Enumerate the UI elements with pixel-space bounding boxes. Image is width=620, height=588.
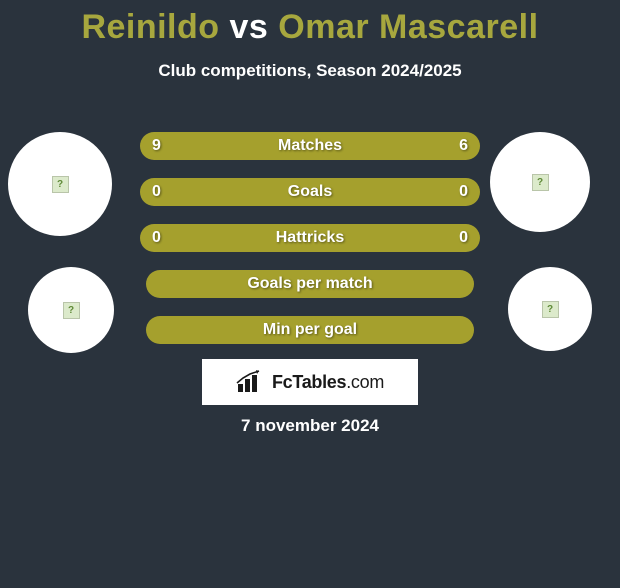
brand-domain: .com xyxy=(346,372,384,392)
stats-bars: Matches 9 6 Goals 0 0 Hattricks 0 0 Goals per mat… xyxy=(140,132,480,362)
player2-photo-top xyxy=(490,132,590,232)
bar-label: Goals xyxy=(288,183,332,201)
brand-text: FcTables.com xyxy=(272,372,384,393)
brand-name: FcTables xyxy=(272,372,346,392)
bar-left-value: 0 xyxy=(152,183,161,201)
stat-bar-min-per-goal: Min per goal xyxy=(146,316,474,344)
player1-photo-top xyxy=(8,132,112,236)
vs-separator: vs xyxy=(230,8,269,46)
bar-label: Hattricks xyxy=(276,229,344,247)
player2-name: Omar Mascarell xyxy=(278,8,538,46)
player1-club-logo xyxy=(28,267,114,353)
bar-right-value: 6 xyxy=(459,137,468,155)
missing-image-icon xyxy=(52,176,69,193)
bar-left-fill xyxy=(140,178,310,206)
player2-club-logo xyxy=(508,267,592,351)
bar-label: Matches xyxy=(278,137,342,155)
stat-bar-matches: Matches 9 6 xyxy=(140,132,480,160)
bar-chart-icon xyxy=(236,370,266,394)
stat-bar-hattricks: Hattricks 0 0 xyxy=(140,224,480,252)
bar-left-value: 0 xyxy=(152,229,161,247)
subtitle: Club competitions, Season 2024/2025 xyxy=(0,61,620,81)
snapshot-date: 7 november 2024 xyxy=(0,416,620,436)
player1-name: Reinildo xyxy=(81,8,219,46)
missing-image-icon xyxy=(542,301,559,318)
bar-left-value: 9 xyxy=(152,137,161,155)
bar-right-value: 0 xyxy=(459,229,468,247)
bar-right-fill xyxy=(310,178,480,206)
comparison-title: Reinildo vs Omar Mascarell xyxy=(0,8,620,47)
stat-bar-goals-per-match: Goals per match xyxy=(146,270,474,298)
missing-image-icon xyxy=(532,174,549,191)
stat-bar-goals: Goals 0 0 xyxy=(140,178,480,206)
missing-image-icon xyxy=(63,302,80,319)
bar-right-value: 0 xyxy=(459,183,468,201)
bar-label: Goals per match xyxy=(247,275,372,293)
fctables-watermark: FcTables.com xyxy=(202,359,418,405)
bar-label: Min per goal xyxy=(263,321,357,339)
